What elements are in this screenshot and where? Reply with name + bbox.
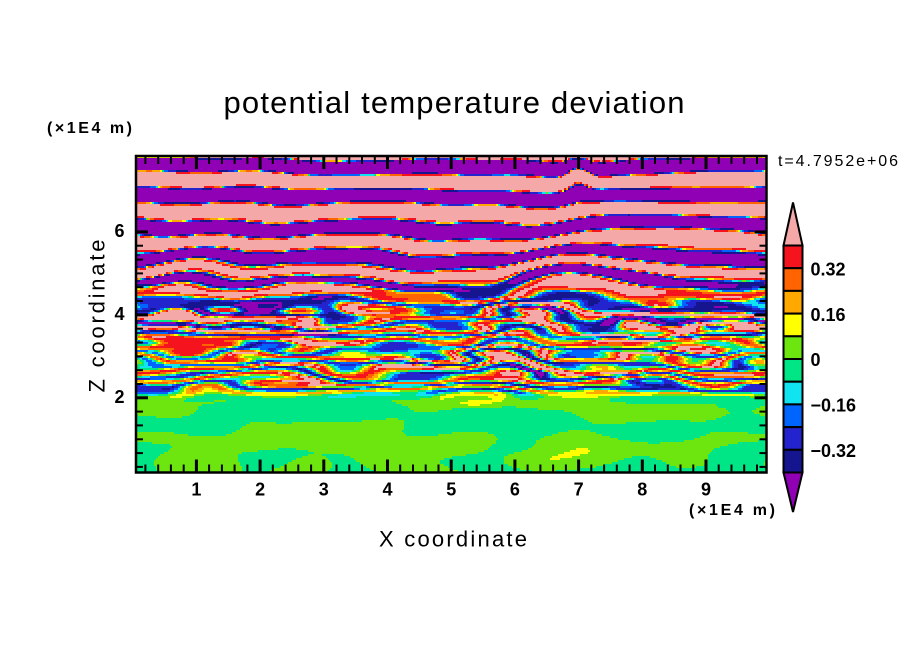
svg-text:t=4.7952e+06: t=4.7952e+06: [778, 153, 898, 170]
svg-text:0.16: 0.16: [811, 305, 846, 325]
svg-text:1: 1: [191, 480, 201, 500]
svg-text:−0.32: −0.32: [811, 441, 857, 461]
svg-text:4: 4: [114, 304, 124, 324]
svg-text:0: 0: [811, 350, 821, 370]
svg-text:0.32: 0.32: [811, 260, 846, 280]
svg-text:2: 2: [114, 387, 124, 407]
svg-text:6: 6: [510, 480, 520, 500]
svg-text:7: 7: [574, 480, 584, 500]
svg-text:5: 5: [446, 480, 456, 500]
svg-text:2: 2: [255, 480, 265, 500]
svg-text:potential temperature deviatio: potential temperature deviation: [224, 85, 685, 120]
svg-text:6: 6: [114, 221, 124, 241]
svg-text:4: 4: [382, 480, 392, 500]
svg-text:9: 9: [701, 480, 711, 500]
svg-text:3: 3: [319, 480, 329, 500]
svg-text:−0.16: −0.16: [811, 396, 857, 416]
svg-text:8: 8: [637, 480, 647, 500]
svg-text:X coordinate: X coordinate: [379, 527, 527, 552]
